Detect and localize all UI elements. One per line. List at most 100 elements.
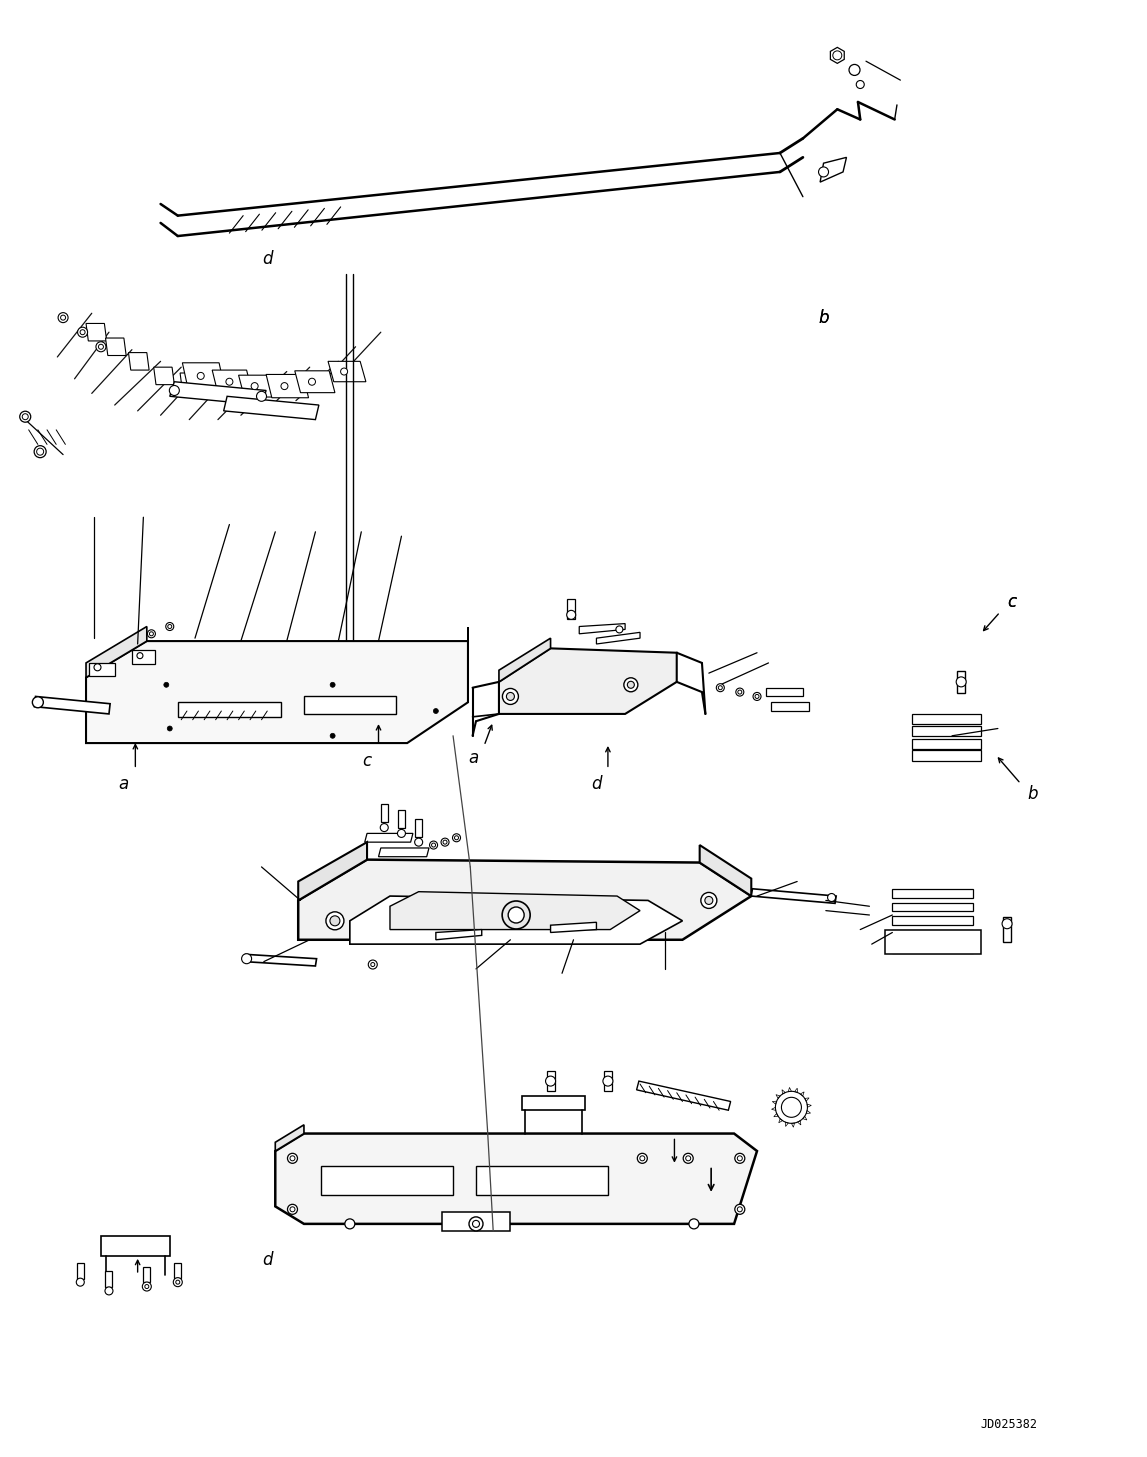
Circle shape	[1002, 919, 1012, 928]
Circle shape	[251, 383, 258, 389]
Circle shape	[288, 1154, 297, 1163]
Bar	[143, 1268, 150, 1282]
Polygon shape	[803, 1116, 806, 1120]
Text: a: a	[119, 775, 128, 793]
Polygon shape	[86, 641, 468, 743]
Circle shape	[627, 682, 634, 688]
Circle shape	[226, 379, 233, 385]
Text: c: c	[362, 752, 372, 769]
Circle shape	[546, 1077, 555, 1085]
Bar	[381, 804, 388, 822]
Circle shape	[330, 916, 340, 925]
Polygon shape	[786, 1122, 788, 1126]
Bar	[106, 1272, 112, 1287]
Circle shape	[142, 1282, 151, 1291]
Polygon shape	[436, 930, 482, 940]
Polygon shape	[771, 702, 809, 711]
Bar	[174, 1263, 181, 1278]
Circle shape	[454, 836, 459, 839]
Polygon shape	[304, 696, 396, 714]
Circle shape	[167, 726, 172, 731]
Polygon shape	[522, 1096, 585, 1110]
Circle shape	[94, 664, 101, 670]
Circle shape	[22, 414, 29, 420]
Circle shape	[58, 313, 68, 322]
Circle shape	[640, 1155, 645, 1161]
Circle shape	[61, 315, 65, 321]
Polygon shape	[390, 892, 640, 930]
Circle shape	[735, 1205, 744, 1214]
Circle shape	[567, 610, 576, 619]
Bar	[547, 1071, 554, 1091]
Circle shape	[442, 838, 448, 847]
Circle shape	[290, 1206, 295, 1212]
Polygon shape	[101, 1236, 170, 1256]
Circle shape	[96, 342, 106, 351]
Circle shape	[443, 841, 447, 844]
Polygon shape	[912, 750, 981, 761]
Polygon shape	[766, 688, 803, 696]
Circle shape	[833, 51, 842, 60]
Polygon shape	[551, 922, 596, 932]
Text: d: d	[262, 1252, 273, 1269]
Bar	[1004, 916, 1011, 943]
Polygon shape	[751, 889, 836, 903]
Circle shape	[689, 1220, 699, 1228]
Polygon shape	[86, 323, 107, 341]
Circle shape	[755, 695, 759, 698]
Circle shape	[197, 373, 204, 379]
Circle shape	[330, 682, 335, 688]
Polygon shape	[89, 663, 115, 676]
Circle shape	[434, 708, 438, 714]
Circle shape	[290, 1155, 295, 1161]
Polygon shape	[328, 361, 366, 382]
Circle shape	[106, 1287, 112, 1295]
Circle shape	[309, 379, 315, 385]
Circle shape	[78, 328, 87, 337]
Circle shape	[738, 691, 742, 694]
Circle shape	[705, 896, 712, 905]
Polygon shape	[128, 353, 149, 370]
Circle shape	[175, 1281, 180, 1284]
Circle shape	[173, 1278, 182, 1287]
Polygon shape	[298, 860, 751, 940]
Circle shape	[242, 954, 251, 963]
Circle shape	[684, 1154, 693, 1163]
Text: d: d	[262, 251, 273, 268]
Polygon shape	[912, 714, 981, 724]
Circle shape	[738, 1155, 742, 1161]
Polygon shape	[820, 157, 846, 182]
Text: c: c	[1007, 593, 1016, 610]
Circle shape	[857, 80, 864, 89]
Polygon shape	[579, 624, 625, 634]
Circle shape	[370, 963, 375, 966]
Polygon shape	[700, 845, 751, 896]
Polygon shape	[637, 1081, 731, 1110]
Polygon shape	[788, 1087, 791, 1091]
Polygon shape	[275, 1134, 757, 1224]
Circle shape	[718, 686, 723, 689]
Polygon shape	[791, 1123, 795, 1128]
Circle shape	[638, 1154, 647, 1163]
Circle shape	[170, 386, 179, 395]
Circle shape	[819, 168, 828, 176]
Polygon shape	[596, 632, 640, 644]
Circle shape	[398, 829, 405, 838]
Polygon shape	[807, 1104, 811, 1107]
Polygon shape	[350, 896, 682, 944]
Text: c: c	[1007, 593, 1016, 610]
Polygon shape	[885, 930, 981, 954]
Circle shape	[453, 833, 460, 842]
Polygon shape	[442, 1212, 510, 1231]
Circle shape	[166, 622, 173, 631]
Polygon shape	[499, 648, 677, 714]
Polygon shape	[892, 916, 973, 925]
Polygon shape	[154, 367, 174, 385]
Bar	[398, 810, 405, 828]
Circle shape	[288, 1205, 297, 1214]
Polygon shape	[806, 1110, 811, 1113]
Circle shape	[37, 449, 44, 455]
Polygon shape	[892, 889, 973, 898]
Circle shape	[781, 1097, 802, 1118]
Circle shape	[149, 632, 154, 635]
